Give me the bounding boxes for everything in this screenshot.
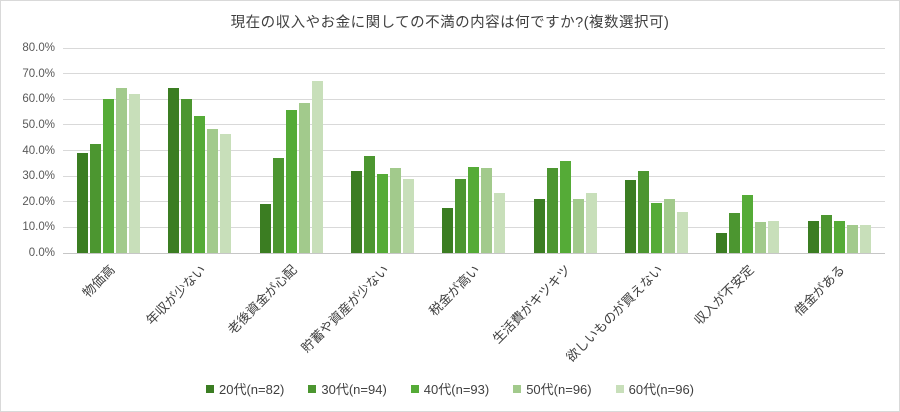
x-category-label: 老後資金が心配: [225, 262, 301, 338]
bar-group: [611, 48, 702, 253]
bar: [729, 213, 741, 253]
bar: [168, 87, 180, 253]
bar-group: [63, 48, 154, 253]
x-category-label: 年収が少ない: [142, 262, 209, 328]
bar: [820, 214, 832, 253]
bar: [742, 195, 754, 253]
x-category-label: 税金が高い: [426, 262, 483, 319]
y-tick-label: 70.0%: [22, 67, 55, 80]
bar: [259, 204, 271, 253]
bar-group: [520, 48, 611, 253]
gridline: [63, 47, 885, 49]
bar: [716, 232, 728, 253]
bar-group: [794, 48, 885, 253]
bar: [103, 99, 115, 253]
x-category-label: 物価高: [79, 262, 118, 301]
y-tick-label: 30.0%: [22, 170, 55, 183]
bar: [494, 192, 506, 253]
bar-group: [337, 48, 428, 253]
bar: [651, 203, 663, 253]
bar: [572, 199, 584, 253]
x-category-label: 生活費がキツキツ: [489, 262, 575, 347]
x-category-label: 欲しいものが買えない: [562, 262, 666, 365]
y-tick-label: 20.0%: [22, 195, 55, 208]
legend: 20代(n=82) 30代(n=94) 40代(n=93) 50代(n=96) 60代(…: [1, 379, 899, 398]
x-axis-line: [63, 252, 885, 254]
x-category-label: 借金がある: [791, 262, 849, 319]
x-category-label: 貯蓄や資産が少ない: [298, 262, 392, 356]
gridline: [63, 98, 885, 100]
gridline: [63, 150, 885, 151]
gridline: [63, 124, 885, 126]
bar: [533, 199, 545, 253]
y-tick-label: 80.0%: [22, 42, 55, 54]
bar: [638, 171, 650, 253]
legend-item: 60代(n=96): [615, 379, 695, 398]
bar: [129, 94, 141, 253]
legend-label: 50代(n=96): [526, 382, 592, 397]
bar: [833, 220, 845, 253]
legend-item: 50代(n=96): [513, 379, 592, 398]
legend-swatch-icon: [615, 384, 624, 393]
y-tick-label: 60.0%: [22, 93, 55, 106]
bar: [272, 158, 284, 253]
legend-label: 30代(n=94): [321, 382, 387, 397]
y-tick-label: 40.0%: [22, 144, 55, 157]
chart-title: 現在の収入やお金に関しての不満の内容は何ですか?(複数選択可): [230, 15, 670, 31]
bar: [546, 168, 558, 253]
bar: [664, 199, 676, 253]
bar: [859, 224, 871, 253]
bar-group: [702, 48, 793, 253]
bar: [207, 128, 219, 253]
legend-item: 30代(n=94): [308, 379, 387, 398]
bar: [285, 109, 297, 253]
legend-swatch-icon: [410, 384, 419, 393]
legend-swatch-icon: [308, 384, 317, 393]
bar: [364, 155, 376, 253]
legend-swatch-icon: [513, 384, 522, 393]
bar: [403, 178, 415, 253]
bar: [90, 144, 102, 253]
bar: [194, 115, 206, 253]
bar: [846, 224, 858, 253]
bar: [455, 178, 467, 253]
bar: [116, 87, 128, 253]
bar: [442, 208, 454, 253]
bar: [677, 212, 689, 253]
y-tick-label: 0.0%: [28, 247, 55, 259]
bar: [390, 168, 402, 253]
bar: [77, 153, 89, 253]
bar-group: [428, 48, 519, 253]
bar: [377, 173, 389, 253]
gridline: [63, 73, 885, 75]
bar: [351, 171, 363, 253]
bar-group: [246, 48, 337, 253]
bar: [220, 133, 232, 253]
legend-label: 60代(n=96): [628, 382, 695, 397]
legend-item: 40代(n=93): [410, 379, 490, 398]
y-tick-label: 50.0%: [22, 118, 55, 131]
bar: [768, 220, 780, 253]
legend-item: 20代(n=82): [205, 379, 285, 398]
bar: [625, 179, 637, 253]
bar: [585, 192, 597, 253]
bar: [298, 103, 310, 253]
bar: [559, 160, 571, 253]
bar: [468, 167, 480, 253]
bar: [181, 99, 193, 253]
legend-swatch-icon: [205, 384, 214, 393]
bar: [807, 220, 819, 253]
bar-group: [154, 48, 245, 253]
bar: [755, 222, 767, 253]
plot-area: [63, 47, 885, 254]
legend-label: 40代(n=93): [423, 382, 490, 397]
x-category-label: 収入が不安定: [690, 262, 757, 328]
bar: [311, 81, 323, 253]
bar: [481, 168, 493, 253]
legend-label: 20代(n=82): [218, 382, 285, 397]
y-tick-label: 10.0%: [22, 221, 55, 234]
